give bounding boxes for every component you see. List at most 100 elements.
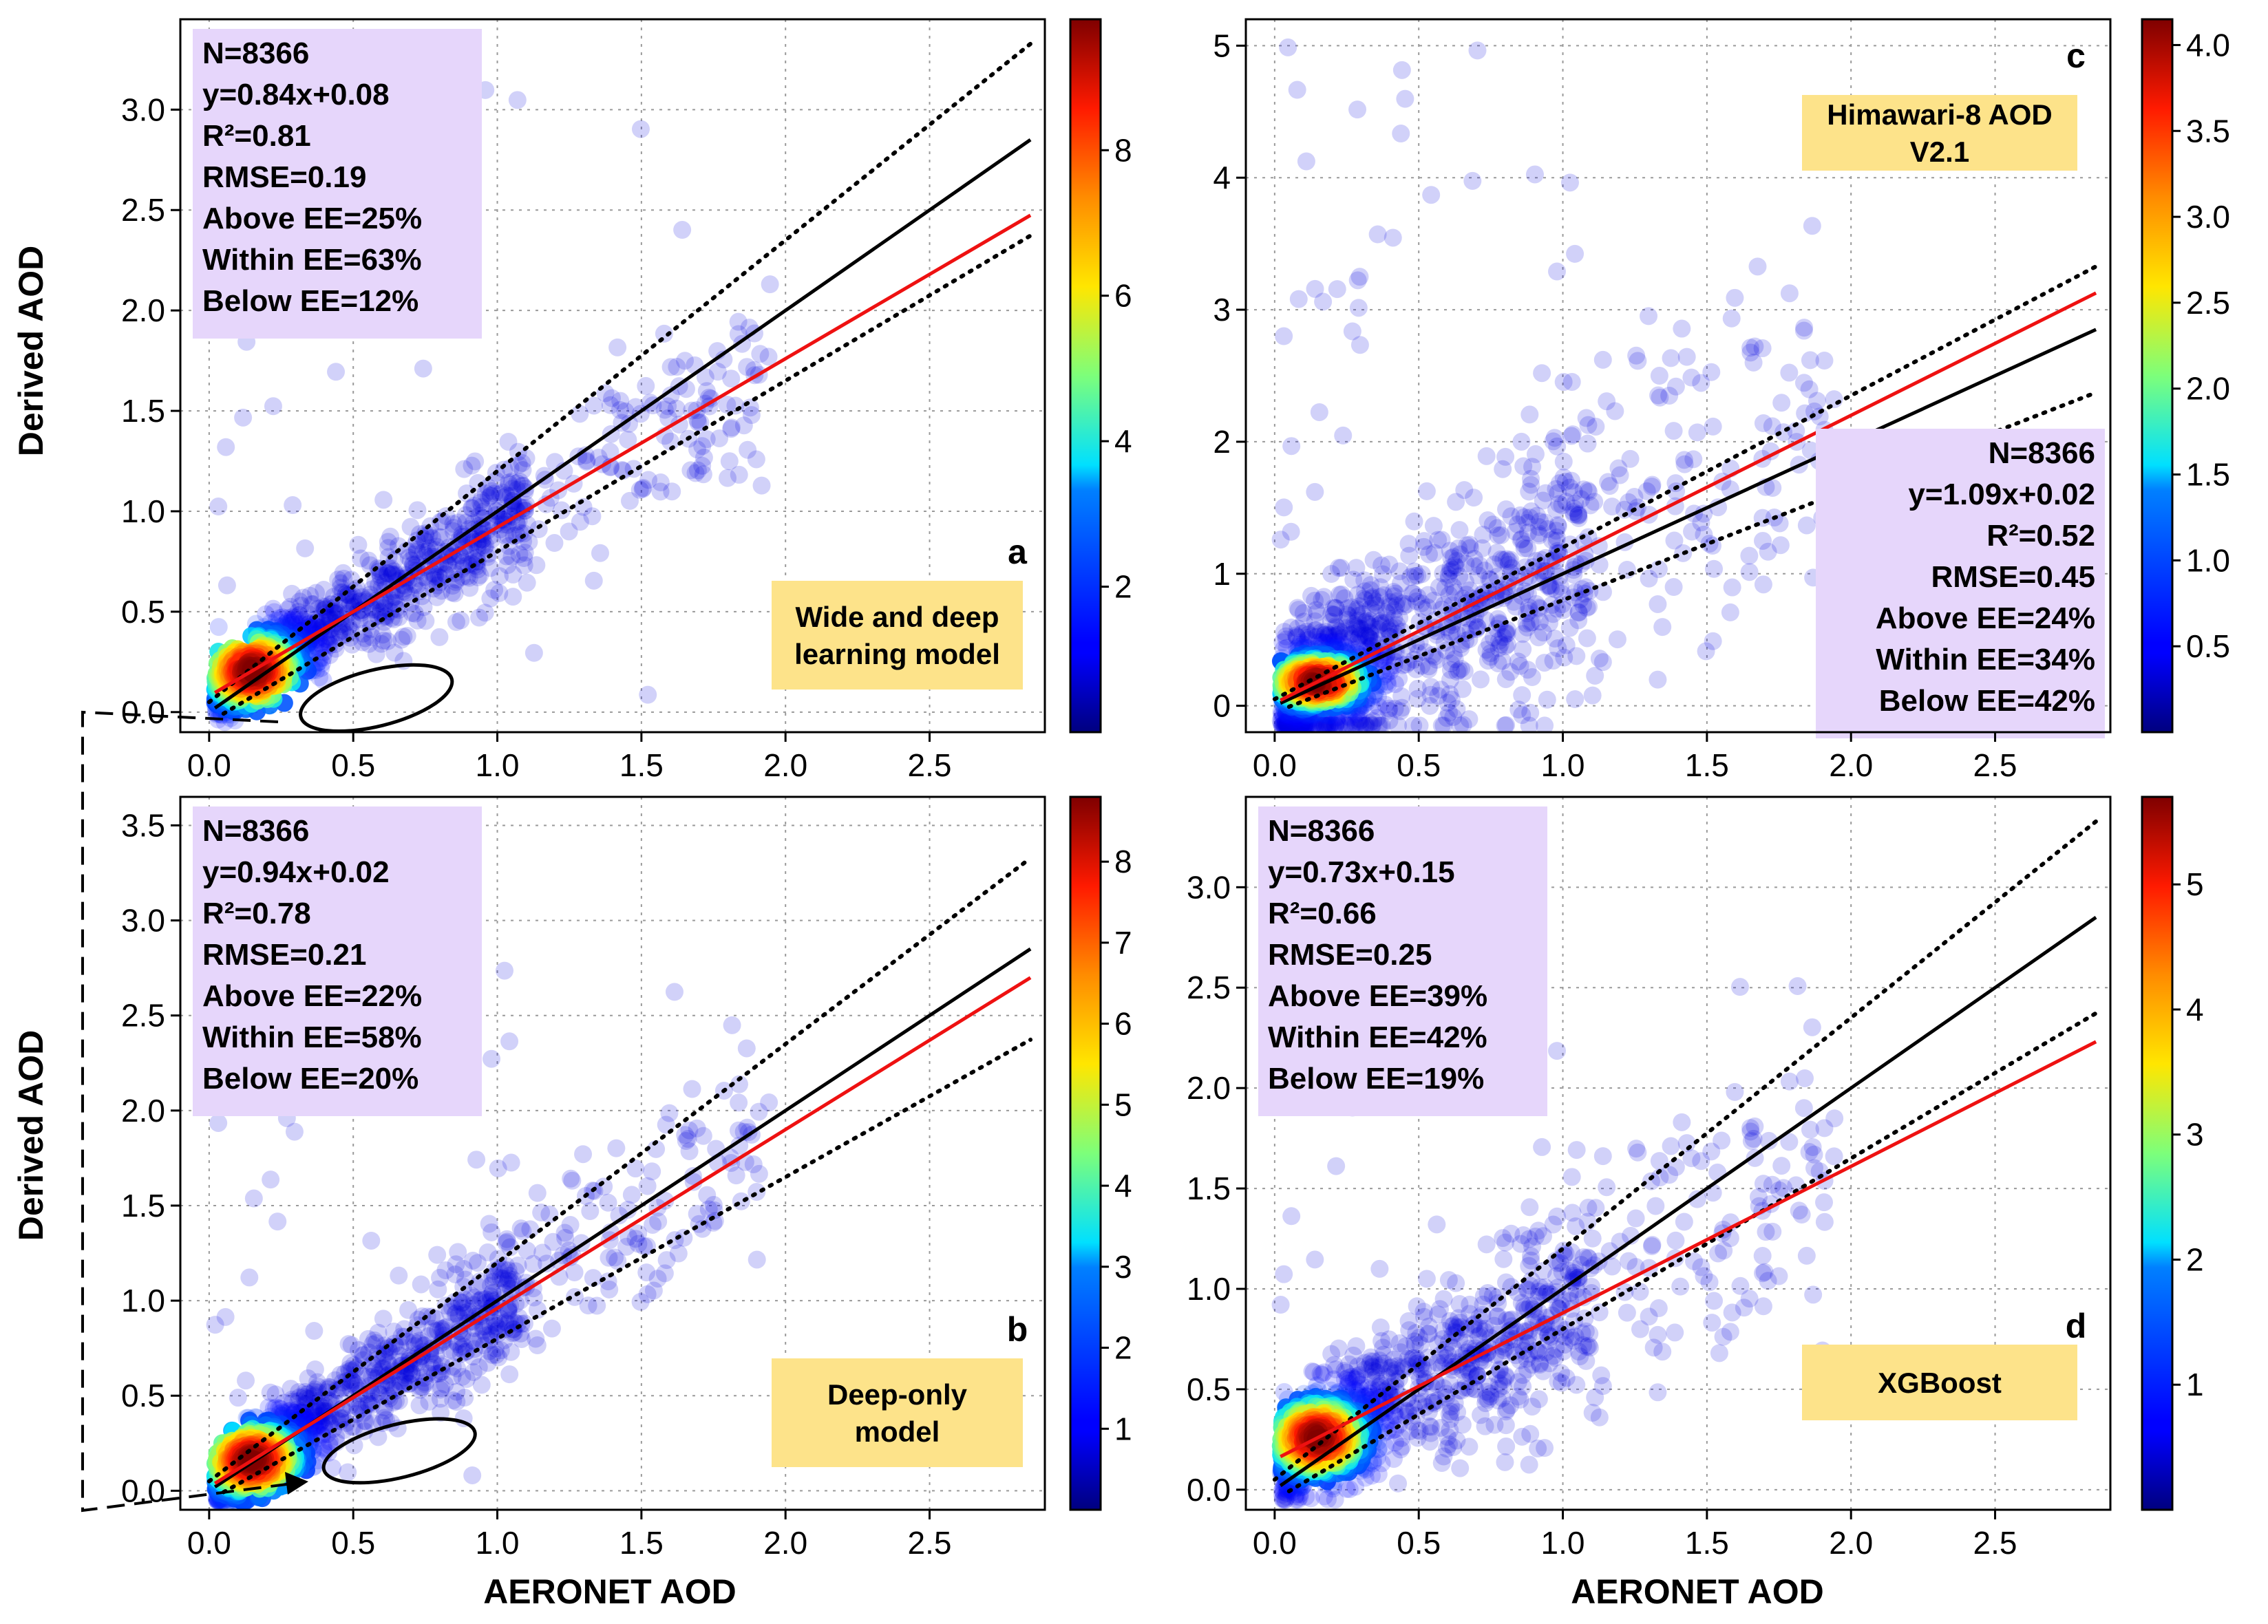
scatter-point bbox=[429, 557, 447, 576]
scatter-point bbox=[372, 568, 390, 587]
scatter-point bbox=[476, 536, 495, 555]
scatter-point bbox=[478, 1243, 497, 1261]
scatter-point bbox=[1640, 307, 1658, 325]
scatter-point bbox=[1439, 1271, 1458, 1290]
scatter-point bbox=[483, 1223, 501, 1241]
scatter-point bbox=[465, 1332, 483, 1351]
scatter-point bbox=[308, 613, 326, 632]
scatter-point bbox=[1649, 670, 1667, 689]
scatter-point bbox=[699, 1200, 718, 1219]
scatter-point bbox=[369, 1382, 388, 1401]
scatter-point bbox=[1788, 976, 1807, 995]
scatter-point bbox=[565, 1263, 584, 1282]
scatter-point bbox=[1477, 1235, 1496, 1254]
scatter-point bbox=[314, 597, 332, 616]
scatter-point bbox=[1746, 337, 1764, 356]
scatter-point bbox=[321, 646, 339, 665]
scatter-point bbox=[608, 338, 627, 356]
scatter-point bbox=[544, 1232, 562, 1251]
scatter-point bbox=[315, 1438, 333, 1457]
scatter-point bbox=[502, 1153, 520, 1172]
scatter-point bbox=[503, 480, 522, 498]
scatter-point bbox=[695, 448, 713, 467]
scatter-point bbox=[1279, 38, 1297, 56]
scatter-point bbox=[463, 499, 481, 517]
scatter-point bbox=[644, 1215, 662, 1234]
scatter-point bbox=[425, 1355, 444, 1374]
scatter-point bbox=[1562, 471, 1581, 490]
scatter-point bbox=[693, 1219, 712, 1238]
scatter-point bbox=[1322, 564, 1341, 583]
scatter-point bbox=[527, 1329, 545, 1348]
scatter-point bbox=[480, 527, 499, 546]
ee-lower-line bbox=[221, 1037, 1033, 1495]
colorbar: 0.51.01.52.02.53.03.54.0 bbox=[2141, 18, 2230, 734]
scatter-point bbox=[1662, 349, 1680, 367]
scatter-point bbox=[737, 1039, 756, 1058]
scatter-point bbox=[1528, 506, 1547, 525]
scatter-point bbox=[504, 1270, 522, 1289]
scatter-point bbox=[457, 513, 476, 532]
scatter-point bbox=[1572, 490, 1591, 509]
scatter-point bbox=[1533, 1137, 1551, 1156]
scatter-point bbox=[381, 602, 400, 621]
scatter-point bbox=[698, 1186, 717, 1204]
scatter-point bbox=[447, 570, 465, 589]
scatter-point bbox=[299, 1385, 317, 1403]
scatter-point bbox=[289, 1392, 308, 1411]
scatter-point bbox=[363, 1355, 382, 1374]
scatter-point bbox=[1548, 437, 1567, 456]
scatter-point bbox=[1649, 595, 1667, 613]
scatter-point bbox=[292, 597, 310, 615]
scatter-point bbox=[371, 1385, 390, 1404]
scatter-point bbox=[385, 588, 403, 607]
scatter-point bbox=[1523, 458, 1542, 476]
scatter-point bbox=[507, 526, 526, 544]
scatter-point bbox=[376, 1345, 394, 1363]
scatter-point bbox=[359, 1394, 378, 1413]
scatter-point bbox=[470, 608, 489, 627]
scatter-point bbox=[279, 609, 297, 628]
scatter-point bbox=[453, 1293, 471, 1312]
scatter-point bbox=[372, 602, 390, 621]
stats-line: N=8366 bbox=[1989, 436, 2095, 470]
scatter-point bbox=[1695, 1267, 1713, 1285]
scatter-point bbox=[677, 1131, 695, 1150]
scatter-point bbox=[426, 541, 445, 559]
scatter-point bbox=[518, 1241, 536, 1260]
scatter-point bbox=[524, 643, 543, 662]
scatter-point bbox=[633, 480, 652, 498]
stats-box-background bbox=[193, 806, 482, 1116]
scatter-point bbox=[487, 1345, 505, 1364]
scatter-point bbox=[358, 1396, 377, 1414]
scatter-point bbox=[379, 539, 397, 557]
scatter-point bbox=[454, 1337, 473, 1356]
scatter-point bbox=[411, 1380, 430, 1399]
model-label-text: learning model bbox=[794, 638, 1000, 670]
scatter-point bbox=[665, 983, 683, 1001]
scatter-point bbox=[481, 1317, 500, 1336]
scatter-point bbox=[416, 524, 434, 543]
scatter-point bbox=[412, 1275, 430, 1294]
scatter-point bbox=[497, 1234, 516, 1252]
scatter-point bbox=[1586, 666, 1604, 685]
scatter-point bbox=[500, 1266, 519, 1285]
scatter-point bbox=[629, 1235, 648, 1253]
scatter-point bbox=[608, 1252, 627, 1270]
y-tick-label: 1.5 bbox=[121, 1188, 165, 1224]
stats-box: N=8366y=0.94x+0.02R²=0.78RMSE=0.21Above … bbox=[193, 806, 482, 1116]
scatter-point bbox=[524, 1288, 543, 1307]
scatter-point bbox=[509, 1256, 527, 1274]
scatter-point bbox=[497, 547, 516, 566]
scatter-point bbox=[426, 1322, 445, 1340]
scatter-point bbox=[1593, 583, 1612, 601]
scatter-point bbox=[1794, 1099, 1813, 1118]
scatter-point bbox=[460, 579, 479, 597]
scatter-point bbox=[723, 1016, 741, 1034]
scatter-point bbox=[1567, 554, 1585, 573]
scatter-point bbox=[283, 1390, 301, 1409]
scatter-point bbox=[637, 1263, 656, 1282]
colorbar-gradient bbox=[1069, 18, 1102, 734]
scatter-point bbox=[1800, 1143, 1819, 1162]
scatter-point bbox=[1578, 481, 1597, 500]
